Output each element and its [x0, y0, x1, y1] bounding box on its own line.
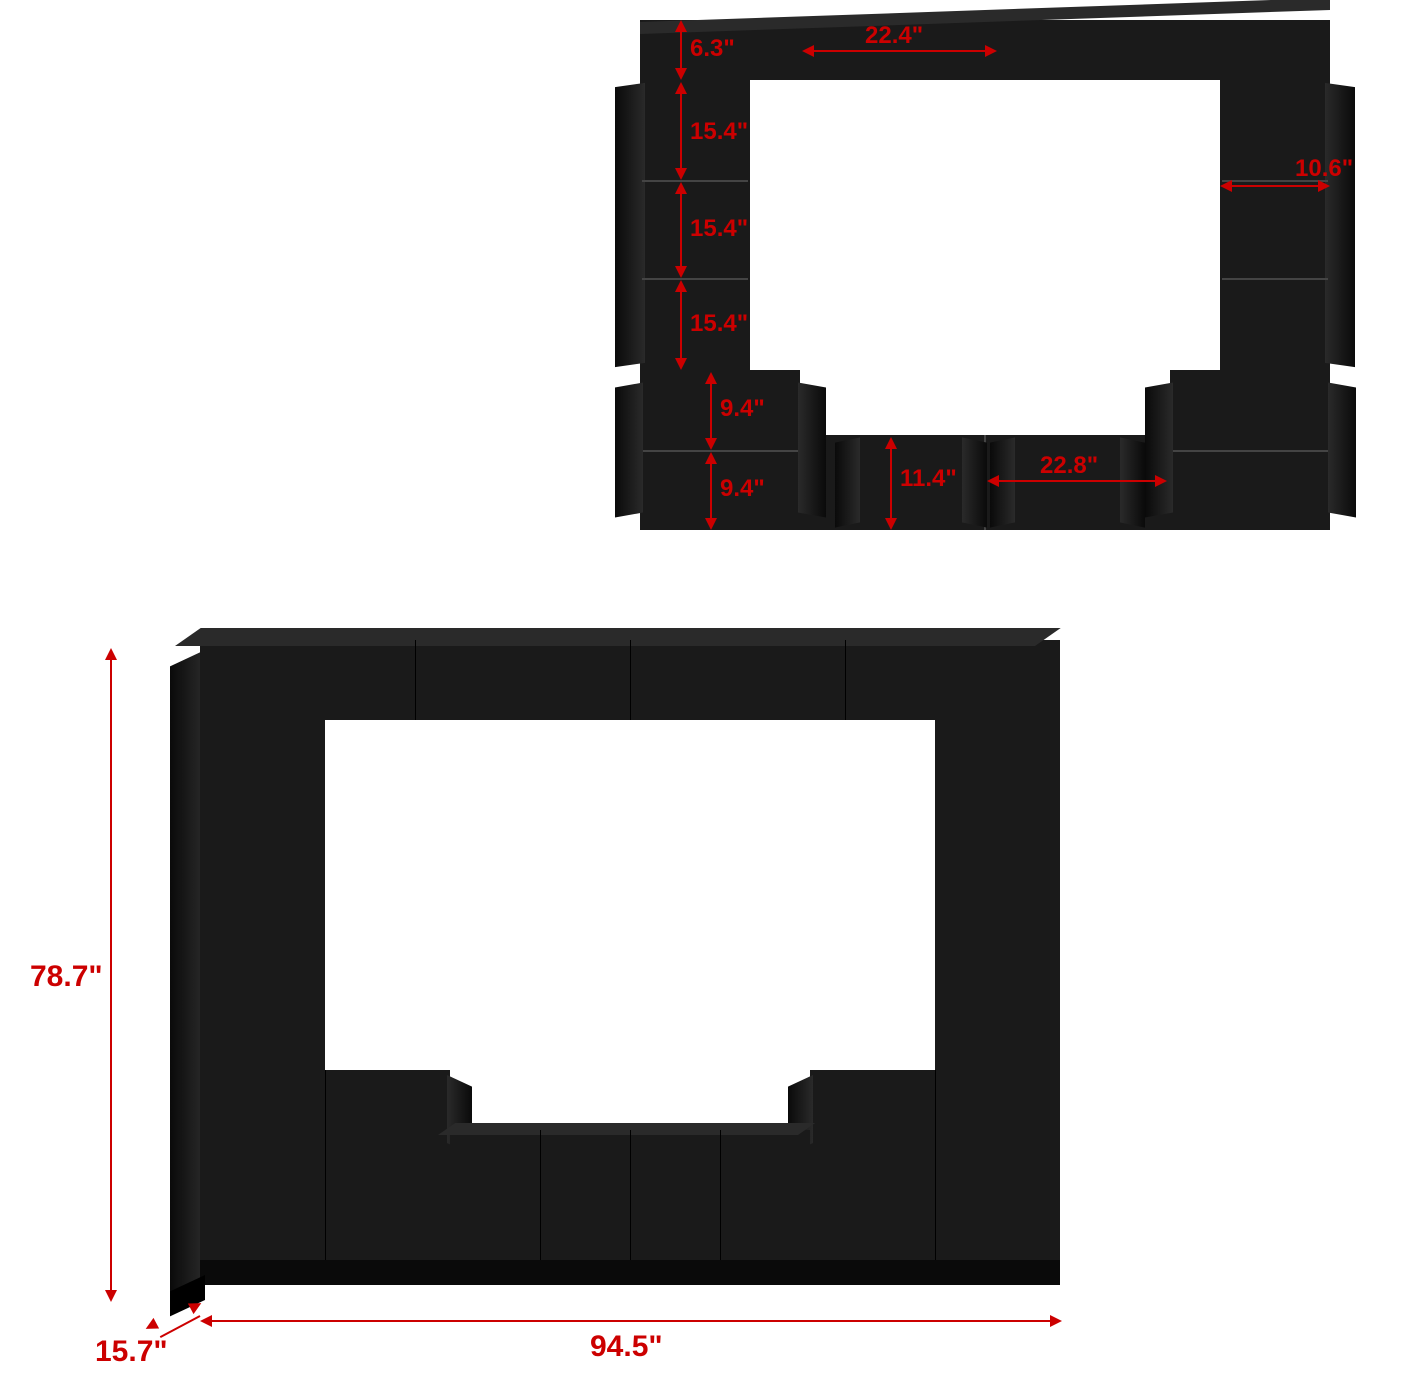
shelf-line: [1172, 450, 1328, 452]
panel-line: [630, 1130, 631, 1260]
bottom-left-door2: [798, 383, 826, 518]
panel-line: [935, 1070, 936, 1260]
dim-arrow: [890, 440, 892, 525]
arrow-head: [1050, 1315, 1062, 1327]
arrow-head: [705, 372, 717, 384]
center-top-depth: [438, 1123, 815, 1135]
dim-arrow: [710, 375, 712, 445]
dim-center-width: 22.8": [1040, 452, 1098, 480]
arrow-head: [705, 438, 717, 450]
arrow-head: [675, 182, 687, 194]
arrow-head: [675, 358, 687, 370]
arrow-head: [143, 1318, 159, 1334]
shelf-line: [1222, 278, 1328, 280]
bottom-right-door2: [1328, 383, 1356, 518]
arrow-head: [705, 518, 717, 530]
arrow-head: [675, 68, 687, 80]
dim-width: 94.5": [590, 1330, 663, 1364]
panel-line: [845, 640, 846, 720]
panel-line: [720, 1130, 721, 1260]
arrow-head: [675, 266, 687, 278]
dim-bottom2: 9.4": [720, 475, 765, 503]
dim-arrow: [810, 50, 990, 52]
dim-arrow: [680, 283, 682, 365]
dim-arrow: [680, 85, 682, 175]
arrow-head: [885, 518, 897, 530]
arrow-head: [985, 45, 997, 57]
arrow-head: [200, 1315, 212, 1327]
arrow-head: [1155, 475, 1167, 487]
top-depth: [175, 628, 1061, 646]
bottom-left-door: [615, 383, 643, 518]
dim-shelf1: 15.4": [690, 118, 748, 146]
dim-arrow: [1228, 185, 1323, 187]
center-door2: [962, 437, 987, 527]
arrow-head: [675, 20, 687, 32]
dim-shelf2: 15.4": [690, 215, 748, 243]
arrow-head: [987, 475, 999, 487]
shelf-line: [642, 450, 798, 452]
dim-shelf3: 15.4": [690, 310, 748, 338]
arrow-head: [675, 82, 687, 94]
dim-arrow: [110, 655, 112, 1295]
shelf-line: [642, 180, 748, 182]
center-door1: [835, 437, 860, 527]
arrow-head: [885, 437, 897, 449]
arrow-head: [705, 452, 717, 464]
right-door-open: [1325, 83, 1355, 367]
arrow-head: [105, 1290, 117, 1302]
dim-center-height: 11.4": [900, 465, 957, 493]
lower-diagram: 78.7" 94.5" 15.7": [80, 620, 1180, 1360]
center-door4: [1120, 437, 1145, 527]
panel-line: [630, 640, 631, 720]
arrow-head: [675, 280, 687, 292]
arrow-head: [105, 648, 117, 660]
arrow-head: [802, 45, 814, 57]
bottom-right-door: [1145, 383, 1173, 518]
dim-arrow: [680, 185, 682, 273]
left-door-open: [615, 83, 645, 367]
dim-arrow: [710, 455, 712, 525]
arrow-head: [675, 168, 687, 180]
dim-top-height: 6.3": [690, 35, 735, 63]
panel-line: [325, 1070, 326, 1260]
arrow-head: [1220, 180, 1232, 192]
panel-line: [540, 1130, 541, 1260]
dim-height: 78.7": [30, 960, 103, 994]
dim-arrow: [995, 480, 1160, 482]
panel-line: [415, 640, 416, 720]
shelf-line: [642, 278, 748, 280]
dim-arrow: [210, 1320, 1055, 1322]
base-plinth: [200, 1260, 1060, 1285]
upper-diagram: 6.3" 22.4" 15.4" 15.4" 15.4" 10.6" 9.4" …: [580, 10, 1380, 570]
dim-bottom1: 9.4": [720, 395, 765, 423]
dim-depth: 15.7": [95, 1335, 168, 1369]
dim-right-depth: 10.6": [1295, 155, 1353, 183]
dim-top-width: 22.4": [865, 22, 923, 50]
